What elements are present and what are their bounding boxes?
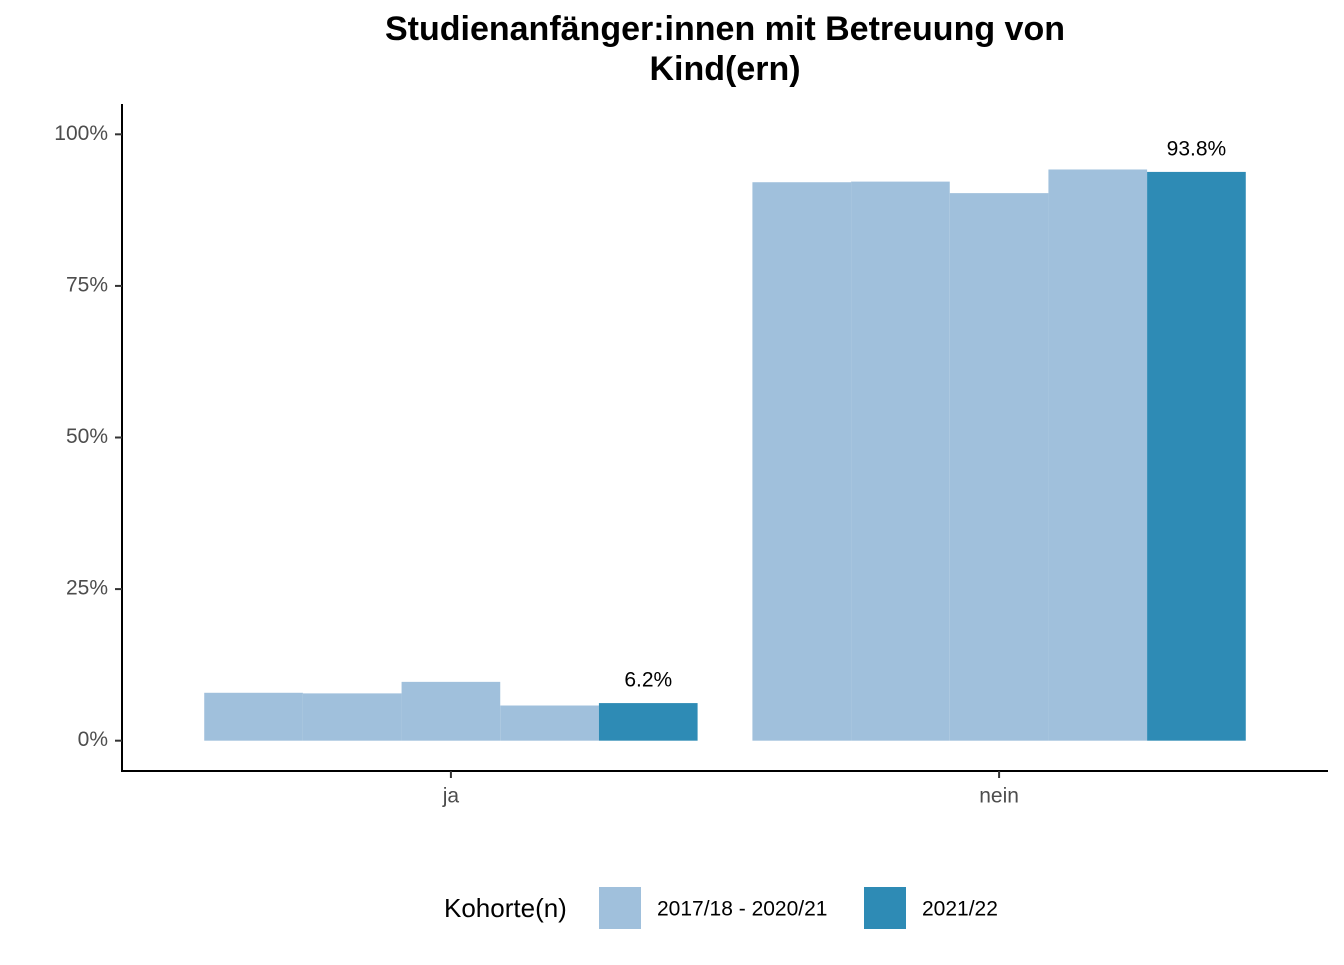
y-tick-label: 75% bbox=[66, 273, 108, 296]
data-label: 6.2% bbox=[624, 669, 672, 692]
legend-swatch bbox=[599, 887, 641, 929]
bar bbox=[1147, 171, 1246, 741]
y-tick-label: 50% bbox=[66, 425, 108, 448]
bar bbox=[1048, 169, 1148, 741]
chart-title: Studienanfänger:innen mit Betreuung von bbox=[385, 10, 1065, 48]
bar bbox=[949, 193, 1049, 741]
y-tick-label: 0% bbox=[78, 728, 108, 751]
y-tick-label: 100% bbox=[54, 122, 108, 145]
legend-label: 2017/18 - 2020/21 bbox=[657, 898, 827, 921]
bar bbox=[851, 181, 950, 741]
x-tick-label: nein bbox=[979, 785, 1019, 808]
data-label: 93.8% bbox=[1167, 137, 1227, 160]
bar bbox=[752, 182, 852, 741]
y-tick-label: 25% bbox=[66, 577, 108, 600]
chart-title: Kind(ern) bbox=[649, 50, 800, 88]
bar bbox=[598, 703, 698, 741]
legend-swatch bbox=[864, 887, 906, 929]
legend-title: Kohorte(n) bbox=[444, 893, 567, 923]
legend-label: 2021/22 bbox=[922, 898, 998, 921]
bar bbox=[500, 705, 599, 741]
bar bbox=[401, 681, 501, 741]
bar bbox=[302, 693, 402, 741]
x-tick-label: ja bbox=[442, 785, 460, 808]
bar bbox=[204, 692, 303, 741]
